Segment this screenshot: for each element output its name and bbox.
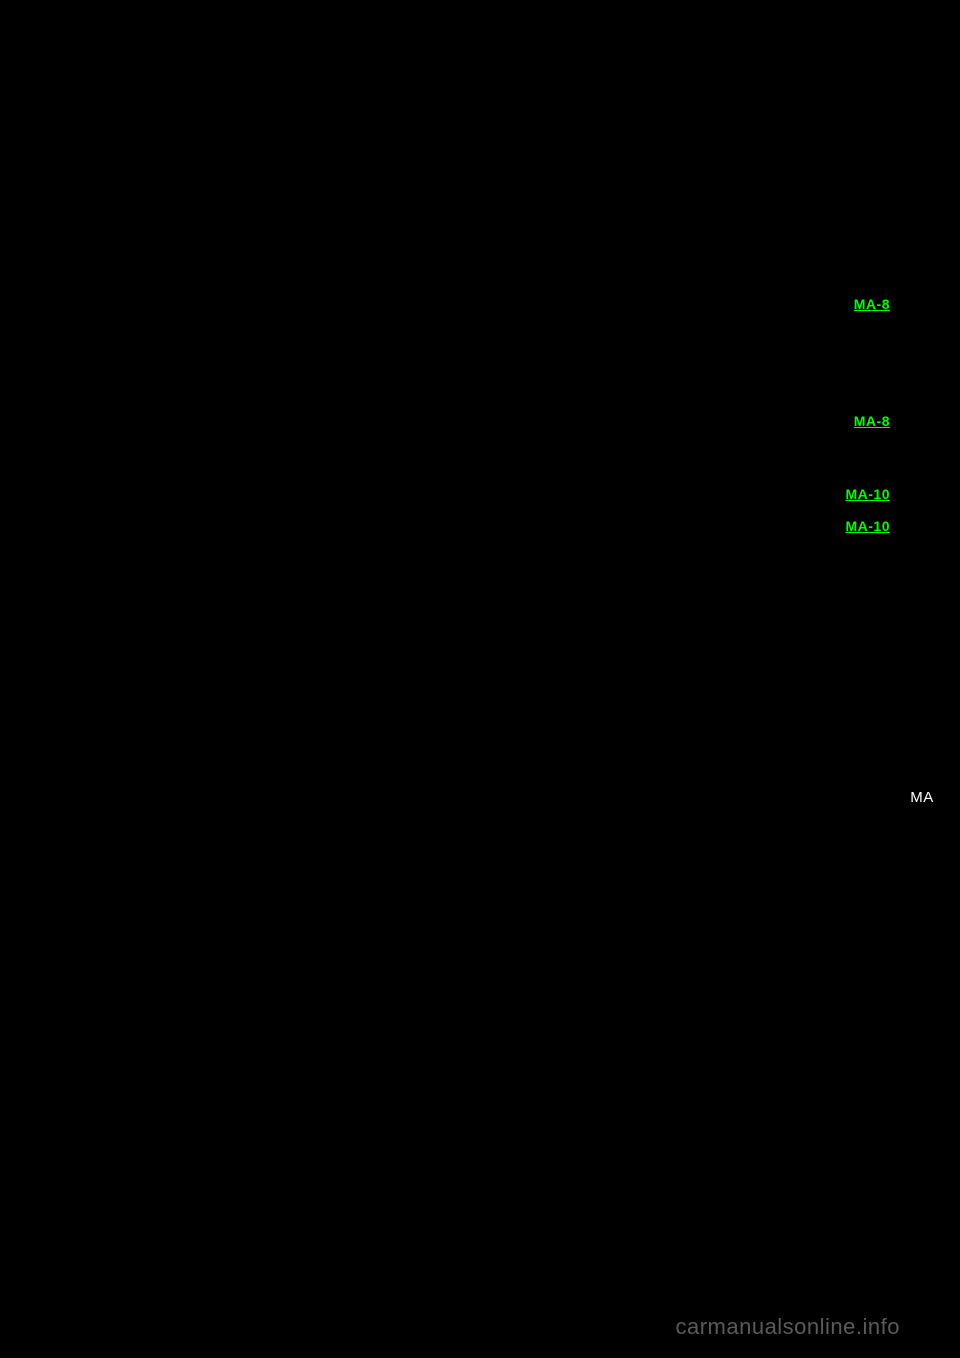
tab-e[interactable]: E bbox=[902, 376, 942, 392]
page-link-ma-10-1[interactable]: MA-10 bbox=[845, 486, 890, 502]
tab-g[interactable]: G bbox=[902, 494, 942, 510]
tab-k[interactable]: K bbox=[902, 730, 942, 746]
section-tabs: A B C D E F G H I J K MA M bbox=[902, 140, 942, 865]
page-link-ma-10-2[interactable]: MA-10 bbox=[845, 518, 890, 534]
tab-ma[interactable]: MA bbox=[902, 789, 942, 806]
page-link-ma-8-2[interactable]: MA-8 bbox=[854, 413, 890, 429]
watermark: carmanualsonline.info bbox=[675, 1314, 900, 1340]
tab-b[interactable]: B bbox=[902, 199, 942, 215]
page-link-ma-8-1[interactable]: MA-8 bbox=[854, 296, 890, 312]
tab-a[interactable]: A bbox=[902, 140, 942, 156]
tab-c[interactable]: C bbox=[902, 258, 942, 274]
tab-j[interactable]: J bbox=[902, 671, 942, 687]
tab-m[interactable]: M bbox=[902, 849, 942, 865]
tab-h[interactable]: H bbox=[902, 553, 942, 569]
tab-d[interactable]: D bbox=[902, 317, 942, 333]
tab-i[interactable]: I bbox=[902, 612, 942, 628]
tab-f[interactable]: F bbox=[902, 435, 942, 451]
